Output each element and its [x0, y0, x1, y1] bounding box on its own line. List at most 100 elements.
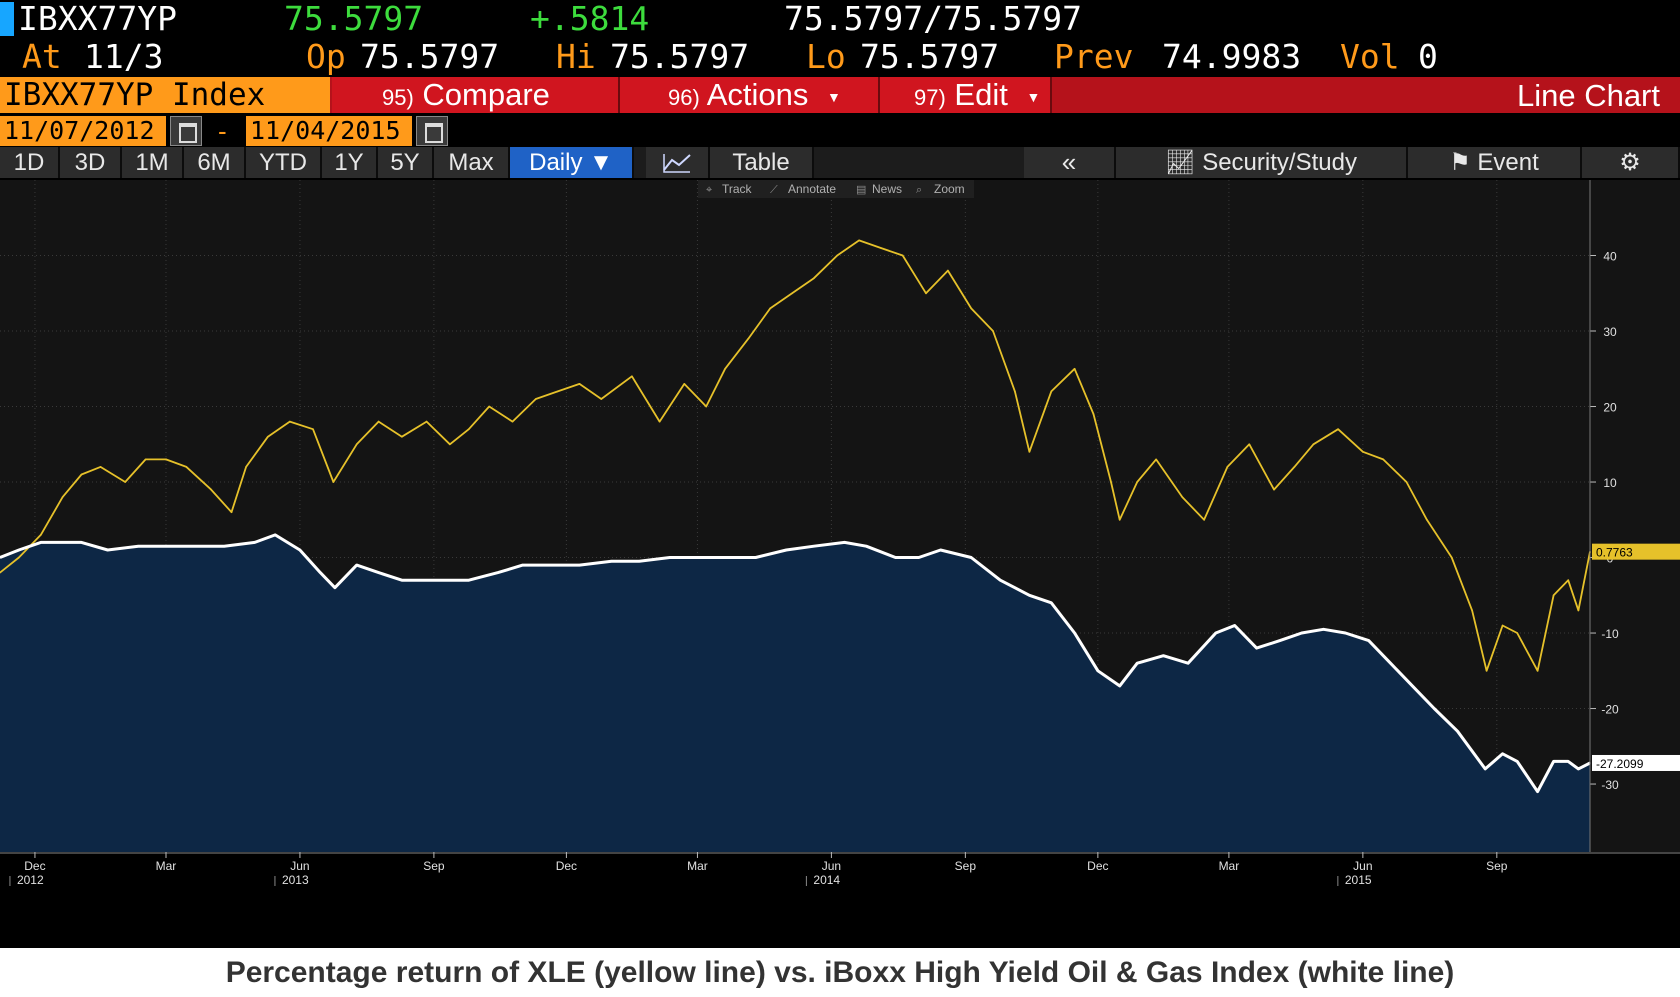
xle-data-point: [1110, 481, 1112, 483]
volume-value: 0: [1418, 37, 1438, 76]
x-tick-label: Sep: [955, 859, 977, 873]
zoom-tool[interactable]: Zoom: [934, 182, 965, 196]
xle-data-point: [1536, 670, 1539, 672]
settings-button[interactable]: ⚙: [1582, 147, 1680, 178]
xle-data-point: [61, 496, 64, 498]
ibxx-data-point: [468, 579, 470, 581]
period-1m-button[interactable]: 1M: [122, 147, 184, 178]
xle-data-point: [230, 511, 233, 513]
calendar-icon[interactable]: [170, 116, 202, 146]
ibxx-data-point: [18, 549, 20, 551]
xle-data-point: [80, 473, 83, 476]
edit-button[interactable]: 97) Edit ▼: [880, 77, 1052, 113]
compare-button[interactable]: 95) Compare: [332, 77, 620, 113]
xle-data-point: [124, 481, 126, 483]
collapse-button[interactable]: «: [1024, 147, 1116, 178]
ticker[interactable]: IBXX77YP: [18, 0, 177, 38]
xle-data-point: [535, 398, 537, 400]
quote-stats: At 11/3 Op 75.5797 Hi 75.5797 Lo 75.5797…: [0, 38, 1680, 76]
high-value: 75.5797: [610, 37, 750, 76]
xle-data-point: [449, 443, 451, 446]
table-mode-button[interactable]: Table: [710, 147, 814, 178]
period-6m-button[interactable]: 6M: [184, 147, 246, 178]
xle-data-point: [355, 443, 358, 446]
start-date-field[interactable]: 11/07/2012: [0, 116, 166, 146]
security-study-button[interactable]: 📈︎ Security/Study: [1116, 147, 1408, 178]
actions-button[interactable]: 96) Actions ▼: [620, 77, 880, 113]
period-max-button[interactable]: Max: [434, 147, 510, 178]
chart-area[interactable]: ⌖ Track ⟋ Annotate ▤ News ⌕ Zoom 40 30 20 1…: [0, 180, 1680, 947]
xle-data-point: [1337, 428, 1339, 430]
annotate-tool[interactable]: Annotate: [788, 182, 836, 196]
xle-data-point: [724, 368, 726, 370]
xle-data-point: [1014, 390, 1016, 393]
y-tick-label: -20: [1601, 703, 1619, 717]
ibxx-data-point: [377, 571, 380, 574]
line-chart-mode-button[interactable]: [646, 147, 710, 178]
x-tick-label: Dec: [1087, 859, 1108, 873]
security-study-label: Security/Study: [1202, 149, 1357, 176]
xle-data-point: [769, 307, 771, 310]
y-tick-label: 40: [1603, 250, 1617, 264]
prev-value: 74.9983: [1162, 37, 1302, 76]
xle-data-point: [1577, 609, 1580, 612]
xle-data-point: [1426, 519, 1428, 521]
calendar-icon[interactable]: [416, 116, 448, 146]
xle-data-point: [880, 247, 882, 249]
figure-caption: Percentage return of XLE (yellow line) v…: [0, 948, 1680, 997]
xle-data-point: [1471, 609, 1473, 612]
x-tick-label: Mar: [687, 859, 708, 873]
chart-type-label[interactable]: Line Chart: [1516, 78, 1660, 113]
ibxx-data-point: [724, 556, 726, 559]
line-chart[interactable]: ⌖ Track ⟋ Annotate ▤ News ⌕ Zoom 4030201…: [0, 180, 1680, 947]
period-1d-button[interactable]: 1D: [0, 147, 60, 178]
ibxx-data-point: [0, 556, 1, 559]
last-value-box: [1592, 754, 1680, 771]
ibxx-data-point: [1279, 639, 1281, 642]
news-icon: ▤: [856, 184, 866, 196]
ibxx-data-point: [355, 564, 358, 566]
ibxx-data-point: [918, 556, 920, 559]
ibxx-area-fill: [0, 534, 1590, 852]
xle-data-point: [1567, 579, 1569, 581]
period-1y-button[interactable]: 1Y: [322, 147, 378, 178]
xle-data-point: [377, 420, 380, 423]
period-3d-button[interactable]: 3D: [60, 147, 122, 178]
volume-label: Vol: [1340, 37, 1400, 76]
chart-toolbar: 1D 3D 1M 6M YTD 1Y 5Y Max Daily ▼ Table …: [0, 147, 1680, 178]
function-menu-bar: IBXX77YP Index 95) Compare 96) Actions ▼…: [0, 77, 1680, 113]
ibxx-data-point: [610, 560, 613, 563]
chart-tool-strip: ⌖ Track ⟋ Annotate ▤ News ⌕ Zoom: [698, 180, 974, 198]
frequency-dropdown[interactable]: Daily ▼: [510, 147, 634, 178]
xle-data-point: [1501, 624, 1504, 627]
track-tool[interactable]: Track: [722, 182, 753, 196]
ibxx-data-point: [894, 556, 897, 559]
ibxx-data-point: [1233, 624, 1236, 627]
x-tick-label: Dec: [24, 859, 45, 873]
last-value-text: -27.2099: [1596, 757, 1644, 771]
xle-data-point: [683, 383, 686, 385]
xle-data-point: [947, 269, 949, 272]
xle-data-point: [267, 435, 269, 438]
security-field[interactable]: IBXX77YP Index: [0, 77, 330, 113]
date-range-bar: 11/07/2012 - 11/04/2015: [0, 114, 1680, 147]
ibxx-data-point: [1028, 594, 1031, 597]
period-ytd-button[interactable]: YTD: [246, 147, 322, 178]
ibxx-series-line: [0, 533, 1591, 794]
zoom-icon: ⌕: [916, 184, 922, 196]
low-label: Lo: [806, 37, 846, 76]
ibxx-data-point: [1567, 760, 1569, 763]
ibxx-data-point: [40, 541, 42, 544]
event-button[interactable]: ⚑ Event: [1408, 147, 1582, 178]
ibxx-data-point: [106, 549, 109, 551]
edit-number: 97): [914, 85, 946, 110]
y-tick-label: 10: [1603, 476, 1617, 490]
ibxx-data-point: [638, 560, 640, 563]
end-date-field[interactable]: 11/04/2015: [246, 116, 412, 146]
ibxx-data-point: [1050, 602, 1053, 604]
period-5y-button[interactable]: 5Y: [378, 147, 434, 178]
news-tool[interactable]: News: [872, 182, 902, 196]
xle-data-point: [858, 239, 860, 242]
xle-data-point: [970, 307, 972, 310]
